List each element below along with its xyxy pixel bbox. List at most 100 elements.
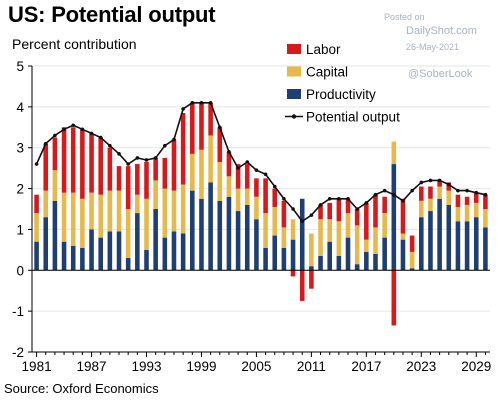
bar-labor	[336, 198, 342, 222]
potential-output-point	[291, 207, 295, 211]
potential-output-point	[108, 143, 112, 148]
bar-labor	[244, 164, 250, 189]
bar-productivity	[419, 217, 424, 271]
bar-capital	[70, 192, 76, 246]
bar-labor	[190, 102, 195, 154]
bar-productivity	[70, 245, 76, 271]
bar-capital	[144, 198, 149, 250]
potential-output-point	[71, 123, 76, 128]
bar-productivity	[483, 227, 488, 271]
bar-series	[34, 102, 488, 326]
bar-labor	[125, 166, 131, 209]
bar-labor	[373, 194, 378, 228]
bar-labor	[153, 157, 158, 181]
bar-capital	[43, 190, 49, 218]
bar-capital	[89, 192, 94, 230]
bar-productivity	[153, 209, 158, 271]
bar-productivity	[199, 198, 204, 271]
legend-marker-potential-output	[291, 114, 297, 119]
y-tick-label: 4	[16, 100, 24, 115]
bar-capital	[235, 188, 241, 212]
potential-output-point	[327, 196, 332, 201]
bar-productivity	[89, 229, 94, 271]
bar-labor	[364, 202, 369, 240]
bar-capital	[336, 221, 342, 256]
bar-capital	[364, 239, 369, 252]
potential-output-point	[318, 203, 323, 207]
bar-productivity	[428, 211, 433, 271]
bar-productivity	[217, 200, 223, 271]
potential-output-series	[34, 100, 488, 224]
bar-capital	[190, 153, 195, 191]
bar-capital	[437, 186, 442, 199]
bar-capital	[34, 213, 39, 242]
bar-productivity	[190, 190, 195, 271]
legend: Labor Capital Productivity Potential output	[285, 42, 400, 125]
bar-labor	[116, 166, 122, 191]
bar-labor	[43, 143, 49, 191]
bar-productivity	[162, 237, 168, 271]
source-note: Source: Oxford Economics	[4, 381, 159, 396]
potential-output-point	[483, 192, 488, 197]
watermark-date: 26-May-2021	[406, 42, 460, 52]
bar-productivity	[98, 237, 103, 271]
bar-productivity	[455, 221, 461, 271]
bar-labor	[89, 133, 94, 193]
bar-labor	[80, 129, 85, 199]
potential-output-point	[126, 162, 130, 166]
potential-output-point	[254, 168, 259, 172]
y-tick-label: 1	[16, 222, 24, 237]
y-tick-label: -1	[12, 304, 24, 319]
x-tick-label: 1999	[186, 359, 216, 374]
bar-labor	[318, 204, 323, 220]
potential-output-point	[89, 131, 94, 136]
bar-capital	[455, 206, 461, 222]
bar-labor	[70, 127, 76, 193]
bar-productivity	[327, 241, 332, 271]
y-tick-label: 0	[16, 263, 24, 278]
bar-capital	[180, 184, 186, 234]
potential-output-point	[53, 133, 57, 138]
potential-output-point	[135, 156, 140, 160]
bar-productivity	[125, 258, 131, 271]
bar-labor	[171, 139, 177, 191]
axes: -2 -1 0 1 2 3 4 5 1981 1987 1993 1999 2005 2011 2017 20…	[12, 59, 491, 374]
potential-output-point	[163, 143, 167, 148]
potential-output-point	[199, 100, 204, 105]
bar-capital	[464, 204, 470, 222]
potential-output-point	[98, 135, 103, 140]
bar-labor	[162, 157, 168, 189]
bar-capital	[125, 209, 131, 259]
bar-productivity	[409, 268, 415, 271]
bar-labor	[281, 200, 287, 228]
bar-labor	[52, 137, 58, 171]
bar-labor	[391, 270, 397, 326]
potential-output-point	[456, 188, 460, 193]
bar-productivity	[400, 239, 406, 271]
y-tick-label: -2	[12, 345, 24, 360]
bar-productivity	[235, 211, 241, 271]
bar-labor	[34, 194, 39, 214]
bar-capital	[162, 188, 168, 238]
potential-output-point	[465, 188, 469, 193]
bar-productivity	[382, 237, 387, 271]
bar-productivity	[345, 237, 351, 271]
potential-output-point	[428, 178, 433, 183]
x-tick-label: 2023	[406, 359, 436, 374]
bar-capital	[116, 190, 122, 232]
bar-productivity	[52, 200, 58, 271]
bar-labor	[483, 194, 488, 209]
bar-capital	[244, 188, 250, 205]
bar-labor	[226, 151, 232, 177]
bar-labor	[144, 162, 149, 199]
bar-labor	[437, 180, 442, 187]
bar-productivity	[309, 266, 314, 271]
bar-capital	[391, 141, 397, 165]
potential-output-point	[80, 127, 85, 132]
bar-productivity	[61, 241, 67, 271]
legend-label: Labor	[306, 42, 341, 57]
bar-productivity	[244, 204, 250, 271]
bar-labor	[290, 270, 296, 277]
bar-labor	[428, 186, 433, 199]
bar-productivity	[354, 264, 360, 271]
